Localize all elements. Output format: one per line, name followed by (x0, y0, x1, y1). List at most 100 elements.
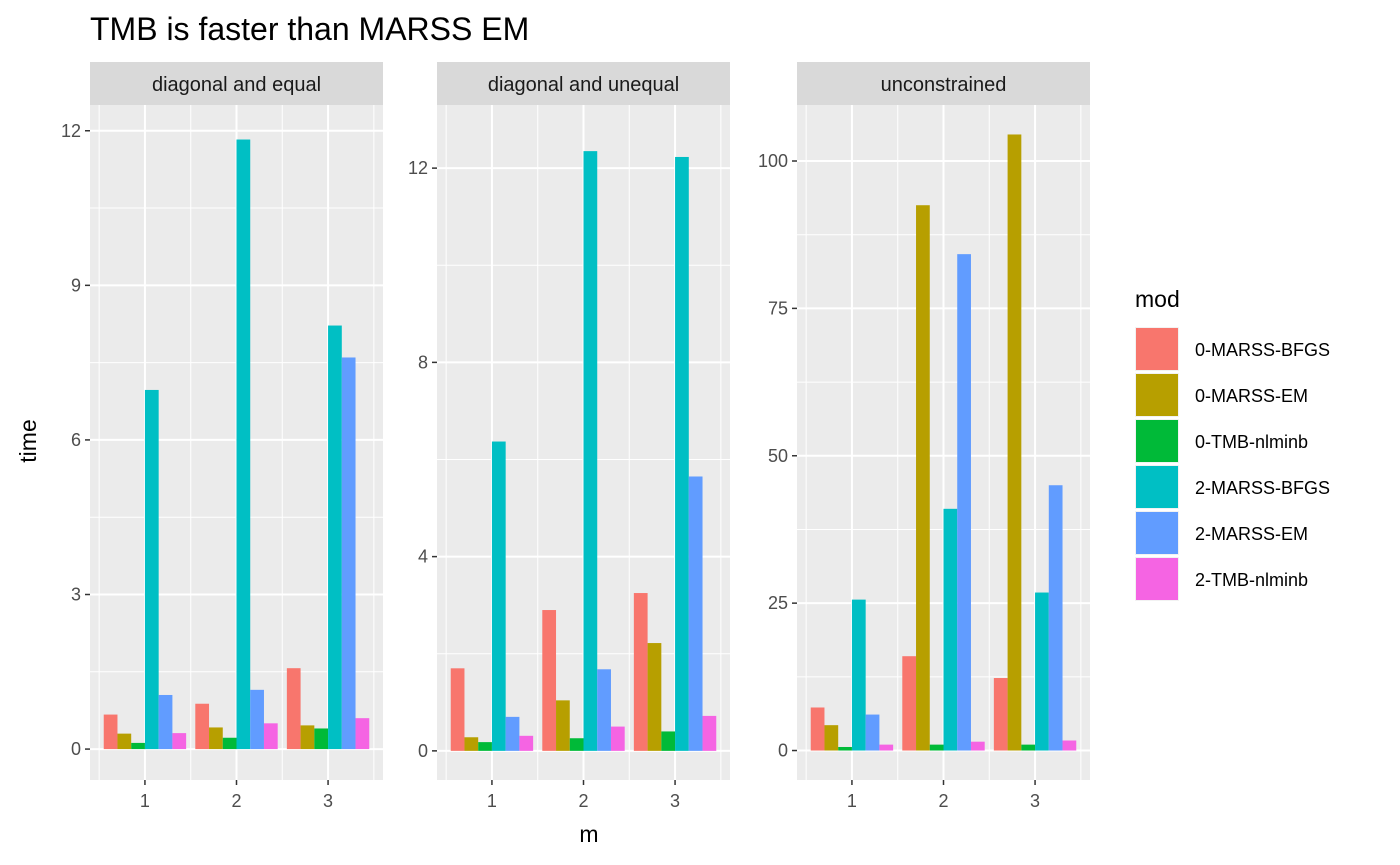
y-tick-label: 6 (71, 430, 81, 450)
y-tick-label: 25 (768, 593, 788, 613)
y-tick-label: 4 (418, 547, 428, 567)
bar-2-MARSS-BFGS-2 (236, 139, 251, 750)
panel-3: unconstrained 0 25 50 75 100 1 2 3 (758, 62, 1090, 811)
bar-2-TMB-nlminb-3 (1062, 740, 1077, 751)
x-tick-label: 2 (578, 791, 588, 811)
panel-strip-label: unconstrained (881, 74, 1007, 96)
bar-2-MARSS-EM-1 (505, 716, 520, 751)
bar-0-MARSS-BFGS-1 (810, 707, 825, 751)
legend-label: 2-MARSS-BFGS (1195, 478, 1330, 498)
bar-0-MARSS-BFGS-1 (103, 714, 118, 750)
bar-2-MARSS-BFGS-2 (943, 508, 958, 751)
y-tick-label: 0 (778, 741, 788, 761)
x-axis-title: m (579, 821, 598, 847)
legend-key-swatch (1136, 466, 1178, 508)
bar-2-MARSS-BFGS-2 (583, 151, 598, 751)
bar-0-TMB-nlminb-3 (1021, 744, 1036, 751)
y-tick-label: 3 (71, 585, 81, 605)
x-tick-label: 1 (140, 791, 150, 811)
bar-0-TMB-nlminb-2 (569, 738, 584, 751)
bar-2-MARSS-BFGS-3 (328, 325, 342, 750)
bar-2-TMB-nlminb-2 (610, 726, 625, 751)
bar-2-MARSS-BFGS-1 (491, 441, 506, 751)
legend-item: 0-MARSS-EM (1135, 373, 1308, 417)
legend: mod 0-MARSS-BFGS 0-MARSS-EM 0-TMB-nlminb 2-… (1135, 286, 1330, 601)
legend-item: 2-MARSS-BFGS (1135, 465, 1330, 509)
bar-2-MARSS-EM-3 (688, 476, 703, 751)
legend-item: 2-MARSS-EM (1135, 511, 1308, 555)
y-tick-label: 100 (758, 151, 788, 171)
y-tick-label: 50 (768, 446, 788, 466)
bar-2-MARSS-BFGS-1 (144, 389, 159, 750)
bar-0-MARSS-BFGS-2 (195, 703, 210, 750)
y-tick-label: 12 (61, 121, 81, 141)
bar-0-MARSS-BFGS-1 (450, 668, 465, 751)
bar-0-MARSS-BFGS-2 (542, 610, 557, 751)
bar-2-MARSS-EM-2 (250, 689, 264, 750)
bar-0-TMB-nlminb-1 (838, 746, 852, 751)
bar-2-MARSS-EM-2 (597, 669, 611, 751)
bar-2-TMB-nlminb-2 (970, 741, 985, 751)
x-tick-label: 2 (231, 791, 241, 811)
x-tick-label: 3 (1030, 791, 1040, 811)
legend-title: mod (1135, 286, 1180, 312)
bar-0-TMB-nlminb-3 (314, 728, 329, 750)
bar-2-MARSS-EM-1 (158, 694, 173, 750)
y-tick-label: 0 (71, 739, 81, 759)
bar-2-MARSS-EM-3 (341, 357, 356, 750)
bar-0-MARSS-BFGS-3 (993, 678, 1008, 751)
bar-0-TMB-nlminb-3 (661, 731, 676, 751)
x-tick-label: 3 (323, 791, 333, 811)
panel-strip (797, 62, 1090, 105)
bar-2-TMB-nlminb-1 (172, 733, 187, 750)
legend-key-swatch (1136, 328, 1178, 370)
panel-strip-label: diagonal and equal (152, 74, 321, 96)
bar-0-TMB-nlminb-1 (131, 742, 145, 750)
legend-item: 0-MARSS-BFGS (1135, 327, 1330, 371)
legend-label: 2-TMB-nlminb (1195, 570, 1308, 590)
x-tick-label: 3 (670, 791, 680, 811)
panel-strip (437, 62, 730, 105)
bar-2-MARSS-EM-1 (865, 714, 880, 751)
bar-0-MARSS-EM-3 (647, 643, 662, 751)
panel-strip-label: diagonal and unequal (488, 74, 679, 96)
legend-items: 0-MARSS-BFGS 0-MARSS-EM 0-TMB-nlminb 2-MARS… (1135, 327, 1330, 601)
legend-key-swatch (1136, 374, 1178, 416)
legend-key-swatch (1136, 420, 1178, 462)
y-tick-label: 12 (408, 158, 428, 178)
chart-title: TMB is faster than MARSS EM (90, 11, 529, 47)
y-tick-label: 9 (71, 275, 81, 295)
bar-0-MARSS-EM-2 (209, 727, 223, 750)
x-tick-label: 2 (938, 791, 948, 811)
bar-0-MARSS-BFGS-2 (902, 656, 917, 751)
bar-0-MARSS-EM-3 (1007, 134, 1022, 751)
bar-2-MARSS-BFGS-1 (851, 599, 866, 751)
bar-0-TMB-nlminb-2 (222, 737, 237, 750)
legend-key-swatch (1136, 512, 1178, 554)
bar-0-MARSS-EM-1 (824, 725, 839, 751)
y-axis-title: time (15, 419, 41, 462)
y-tick-label: 75 (768, 298, 788, 318)
legend-label: 0-MARSS-EM (1195, 386, 1308, 406)
bar-2-MARSS-BFGS-3 (675, 156, 689, 751)
bar-2-TMB-nlminb-2 (263, 723, 278, 750)
bar-0-MARSS-EM-1 (117, 733, 132, 750)
bar-2-MARSS-BFGS-3 (1035, 592, 1049, 751)
bar-0-MARSS-EM-2 (556, 700, 570, 751)
legend-key-swatch (1136, 558, 1178, 600)
x-tick-label: 1 (487, 791, 497, 811)
legend-item: 2-TMB-nlminb (1135, 557, 1308, 601)
bar-0-MARSS-BFGS-3 (633, 593, 648, 751)
bar-2-TMB-nlminb-1 (519, 735, 534, 751)
bar-2-MARSS-EM-2 (957, 254, 971, 751)
bar-2-MARSS-EM-3 (1048, 485, 1063, 751)
legend-label: 0-MARSS-BFGS (1195, 340, 1330, 360)
y-tick-label: 0 (418, 741, 428, 761)
legend-label: 2-MARSS-EM (1195, 524, 1308, 544)
panel-strip (90, 62, 383, 105)
bar-2-TMB-nlminb-3 (355, 718, 370, 750)
